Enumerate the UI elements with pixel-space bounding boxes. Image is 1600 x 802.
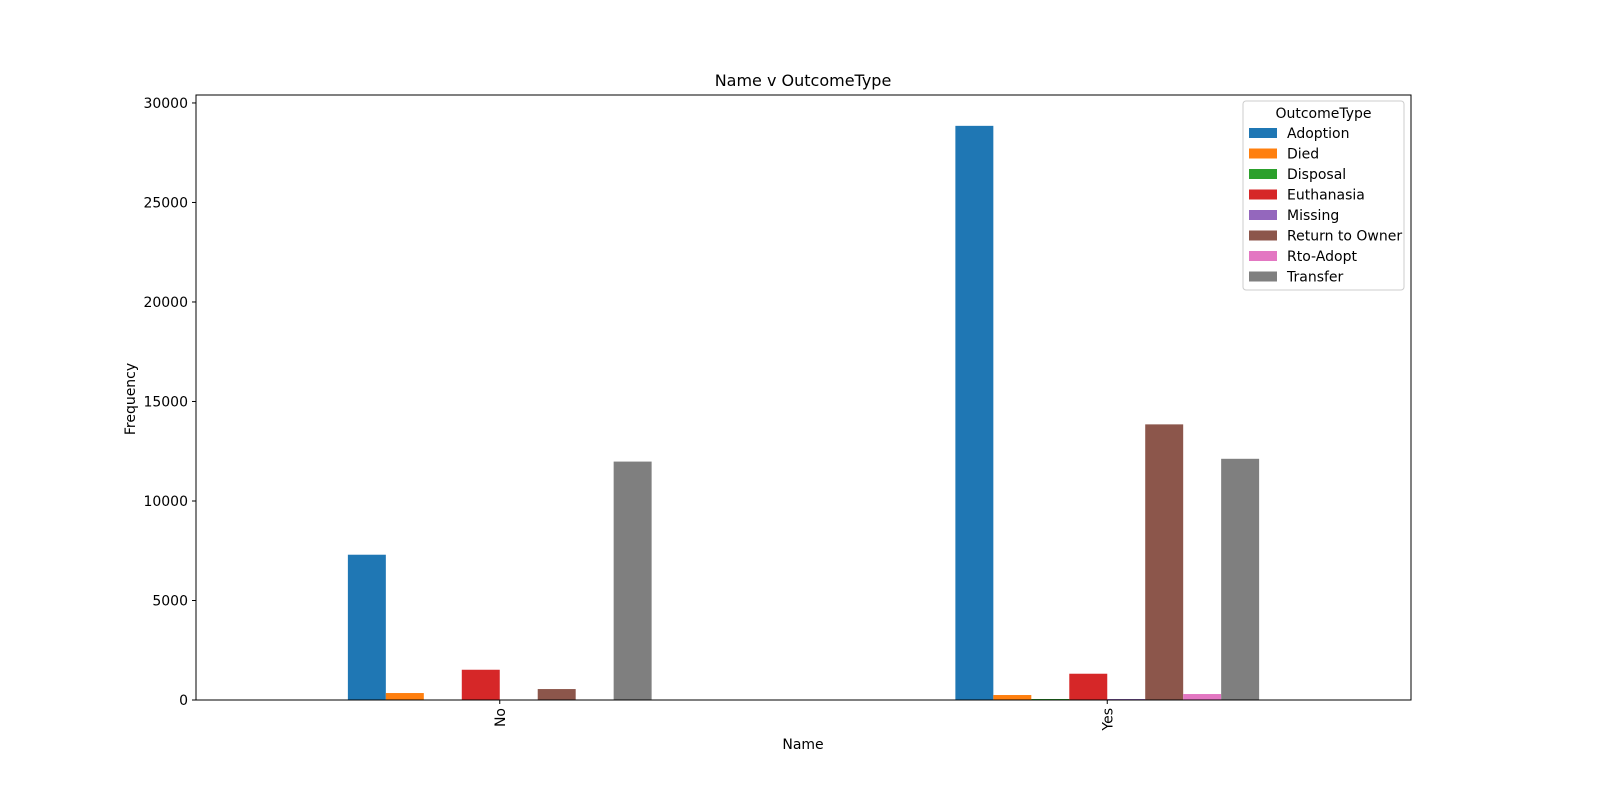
y-tick-label: 10000	[143, 494, 188, 510]
legend-label: Return to Owner	[1287, 229, 1402, 245]
chart-title: Name v OutcomeType	[715, 71, 892, 90]
legend-label: Disposal	[1287, 167, 1346, 183]
legend-swatch	[1249, 230, 1277, 241]
legend-swatch	[1249, 251, 1277, 261]
bar-transfer-yes	[1221, 458, 1260, 700]
bar-transfer-no	[613, 461, 652, 700]
legend-swatch	[1249, 189, 1277, 200]
legend-label: Missing	[1287, 208, 1339, 224]
bar-died-yes	[993, 695, 1032, 700]
legend-swatch	[1249, 128, 1277, 138]
y-axis-label: Frequency	[123, 363, 139, 435]
bar-adoption-yes	[955, 125, 994, 700]
legend-box	[1242, 100, 1405, 291]
legend-swatch	[1249, 210, 1277, 220]
legend-label: Adoption	[1287, 126, 1350, 142]
bar-adoption-no	[347, 554, 386, 700]
y-tick-label: 20000	[143, 295, 188, 311]
bar-return-to-owner-no	[537, 689, 576, 700]
y-tick-label: 30000	[143, 96, 188, 112]
legend-label: Euthanasia	[1287, 188, 1365, 204]
legend-label: Transfer	[1286, 270, 1344, 286]
legend-label: Died	[1287, 147, 1319, 163]
x-tick-label: No	[493, 708, 509, 727]
legend-label: Rto-Adopt	[1287, 249, 1357, 265]
legend-swatch	[1249, 169, 1277, 179]
y-axis-ticks: 0 5000 10000 15000 20000 25000 30000	[143, 96, 196, 709]
bar-euthanasia-no	[461, 669, 500, 700]
legend-swatch	[1249, 271, 1277, 282]
legend-title: OutcomeType	[1275, 106, 1371, 122]
legend: OutcomeType Adoption Died Disposal Euthanas…	[1242, 100, 1405, 291]
x-axis-ticks: No Yes	[493, 700, 1116, 732]
y-tick-label: 25000	[143, 195, 188, 211]
bars-group	[347, 125, 1260, 700]
y-tick-label: 15000	[143, 394, 188, 410]
legend-items: Adoption Died Disposal Euthanasia Missing Ret…	[1249, 126, 1402, 286]
bar-rto-adopt-yes	[1183, 694, 1222, 700]
y-tick-label: 0	[179, 693, 188, 709]
y-tick-label: 5000	[152, 593, 188, 609]
bar-return-to-owner-yes	[1145, 424, 1184, 700]
bar-died-no	[385, 693, 424, 700]
legend-swatch	[1249, 148, 1277, 159]
x-axis-label: Name	[782, 737, 823, 753]
x-tick-label: Yes	[1100, 708, 1116, 732]
bar-euthanasia-yes	[1069, 673, 1108, 700]
plot-frame	[195, 94, 1412, 701]
